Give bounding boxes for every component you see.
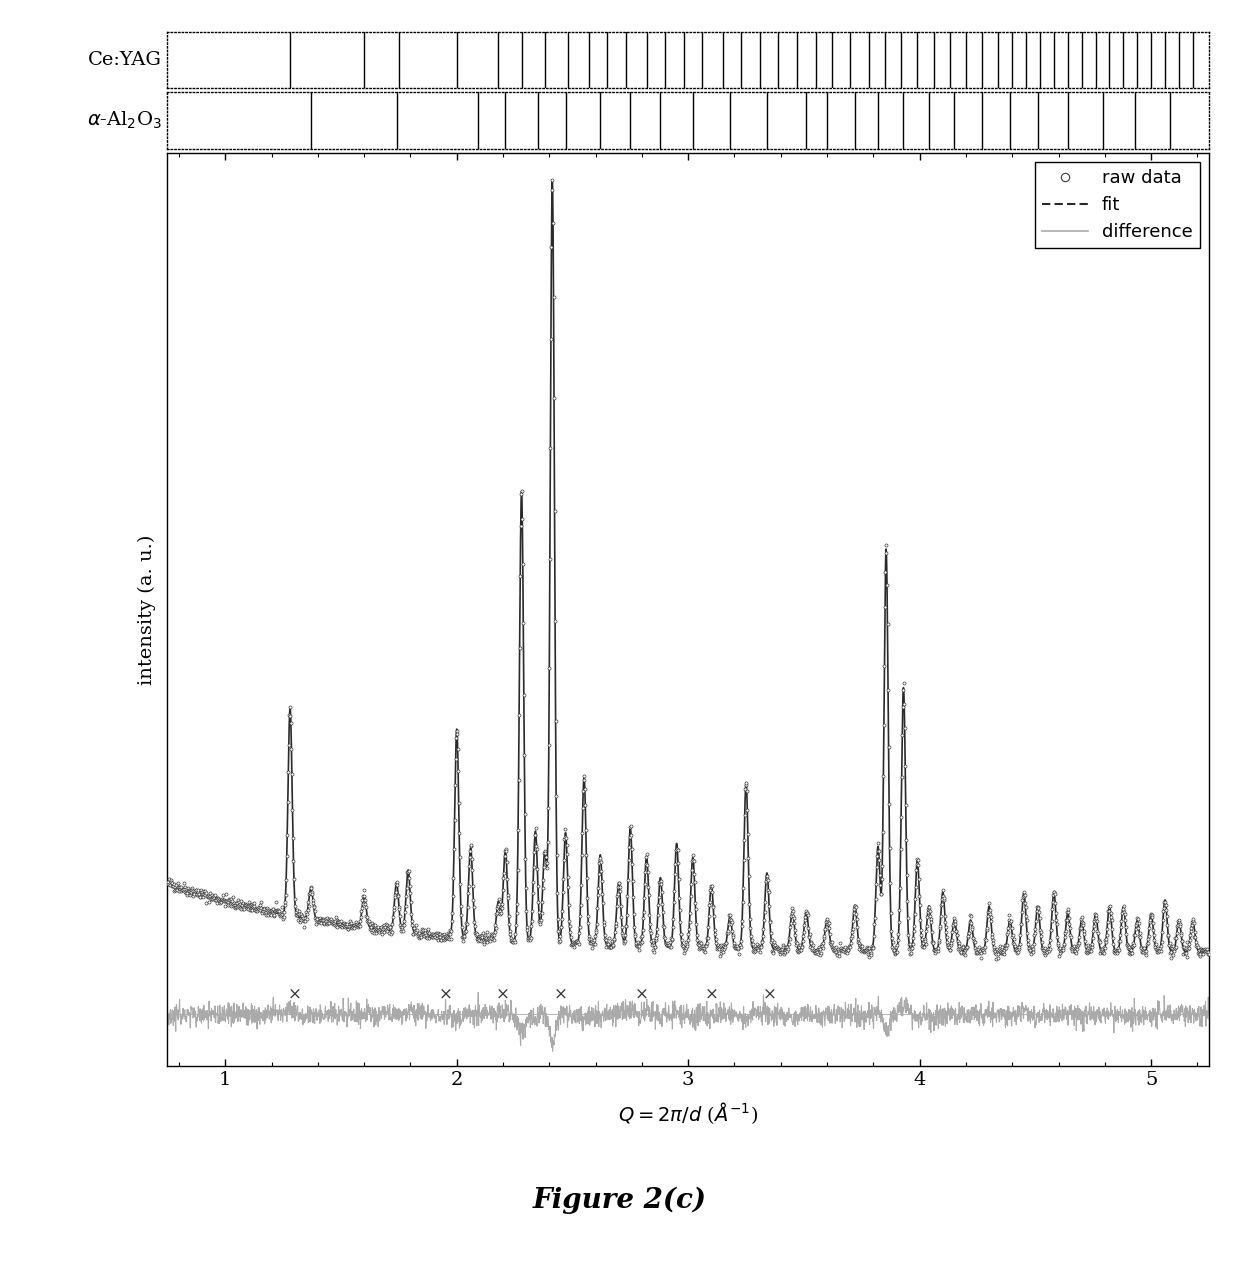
Text: ×: × [704,986,718,1002]
Text: ×: × [763,986,776,1002]
Text: ×: × [635,986,649,1002]
Legend: raw data, fit, difference: raw data, fit, difference [1035,162,1200,249]
Text: $\alpha$-Al$_2$O$_3$: $\alpha$-Al$_2$O$_3$ [87,110,162,131]
Text: ×: × [496,986,510,1002]
Text: ×: × [438,986,453,1002]
Text: ×: × [288,986,301,1002]
Y-axis label: intensity (a. u.): intensity (a. u.) [138,534,156,685]
Text: Ce:YAG: Ce:YAG [88,50,162,69]
Text: ×: × [554,986,568,1002]
X-axis label: $Q = 2\pi/d$ ($\AA^{-1}$): $Q = 2\pi/d$ ($\AA^{-1}$) [618,1100,759,1126]
Text: Figure 2(c): Figure 2(c) [533,1186,707,1214]
